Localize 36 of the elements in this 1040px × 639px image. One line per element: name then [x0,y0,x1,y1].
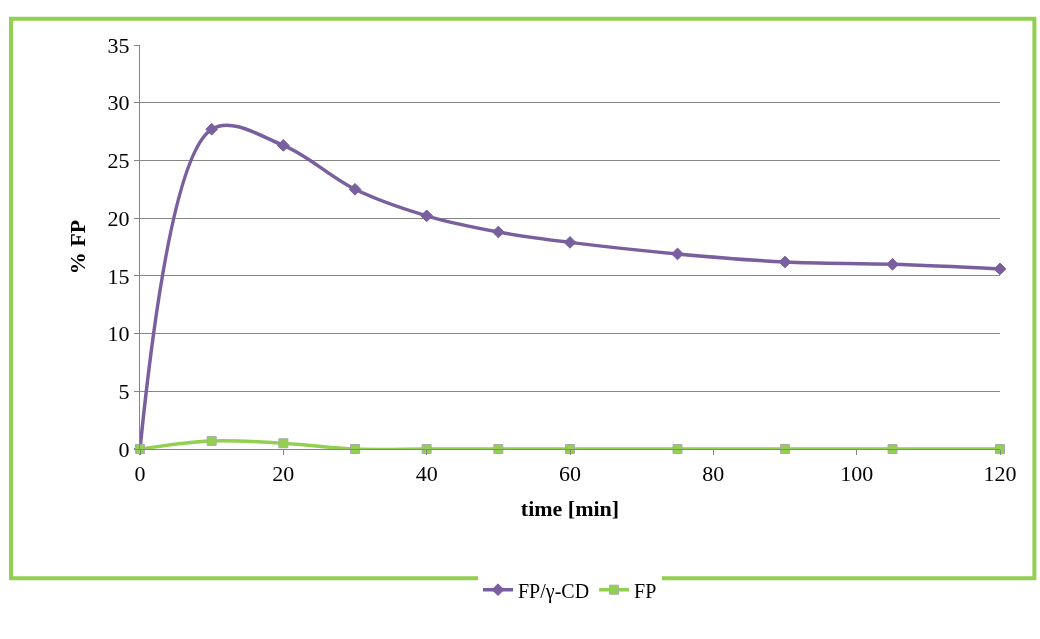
point [276,139,290,152]
point [886,257,899,271]
point [563,236,577,249]
legend-label: FP [634,579,657,602]
y-tick-label: 20 [107,205,130,231]
y-tick-label: 15 [107,263,130,289]
point [348,182,362,196]
point [778,255,792,269]
y-tick-label: 0 [118,436,130,462]
point [887,444,898,454]
point [671,247,684,261]
point [491,225,505,239]
point [672,444,683,454]
x-axis-title: time [min] [520,496,620,522]
point [350,444,360,454]
x-tick-label: 80 [702,461,725,487]
point [420,209,434,223]
x-tick-label: 20 [272,461,295,487]
x-tick-label: 0 [134,461,146,487]
point [993,262,1007,276]
y-axis-title: % FP [65,219,91,275]
y-tick-label: 25 [107,148,130,174]
legend-label: FP/γ-CD [518,579,590,603]
point [205,122,219,136]
y-tick-label: 35 [107,32,130,58]
x-tick-label: 120 [983,461,1017,487]
y-tick-label: 30 [107,90,130,116]
point [493,444,504,454]
point [206,435,217,446]
y-tick-label: 10 [107,321,130,347]
point [780,444,790,454]
x-tick-label: 40 [415,461,438,487]
y-tick-label: 5 [118,378,130,404]
point [278,438,289,449]
x-tick-label: 100 [840,461,874,487]
x-tick-label: 60 [559,461,581,487]
